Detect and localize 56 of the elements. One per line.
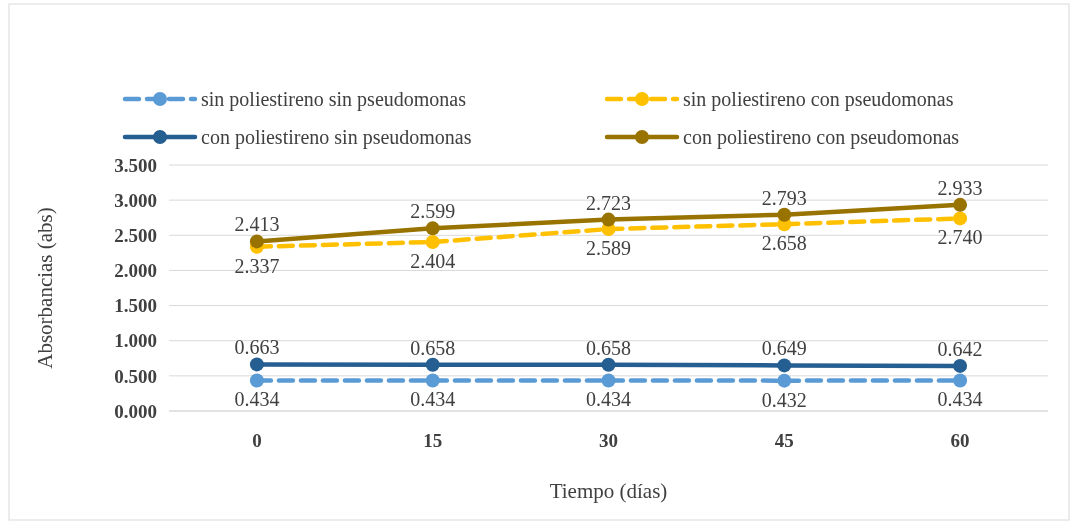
data-label: 2.723	[586, 191, 631, 214]
data-label: 0.658	[410, 336, 456, 359]
data-label: 2.589	[586, 237, 631, 260]
data-label: 0.434	[410, 388, 456, 411]
data-label: 2.599	[410, 200, 456, 223]
x-tick-label: 0	[252, 430, 262, 451]
point	[425, 221, 440, 236]
data-label: 0.434	[234, 388, 280, 411]
point	[425, 357, 440, 372]
data-label: 2.933	[937, 176, 983, 199]
y-tick-label: 2.000	[114, 260, 157, 282]
data-label: 0.663	[234, 336, 280, 359]
y-tick-label: 3.000	[114, 189, 157, 211]
data-label: 0.434	[937, 388, 983, 411]
data-label: 2.658	[761, 232, 807, 255]
point	[601, 357, 616, 372]
point	[601, 373, 616, 388]
point	[425, 373, 440, 388]
legend-label: con poliestireno sin pseudomonas	[201, 126, 472, 149]
legend-label: sin poliestireno sin pseudomonas	[201, 88, 467, 111]
point	[249, 373, 264, 388]
point	[601, 212, 616, 227]
point	[953, 197, 968, 212]
x-tick-label: 60	[950, 430, 970, 451]
data-label: 2.793	[761, 186, 807, 209]
data-label: 0.658	[586, 336, 631, 359]
x-tick-label: 15	[423, 430, 443, 451]
legend-label: sin poliestireno con pseudomonas	[683, 88, 954, 111]
point	[953, 358, 968, 373]
data-label: 2.404	[410, 250, 456, 273]
y-axis-title: Absorbancias (abs)	[33, 207, 57, 369]
legend-label: con poliestireno con pseudomonas	[683, 126, 960, 149]
point	[777, 373, 792, 388]
data-label: 2.413	[234, 213, 280, 236]
data-label: 2.740	[937, 226, 983, 249]
y-tick-label: 0.000	[114, 400, 157, 422]
y-tick-label: 2.500	[114, 224, 157, 246]
point	[425, 235, 440, 250]
data-label: 0.432	[761, 388, 807, 411]
point	[249, 234, 264, 249]
data-label: 0.649	[761, 337, 807, 360]
y-tick-label: 0.500	[114, 365, 157, 387]
data-label: 2.337	[234, 254, 280, 277]
y-tick-label: 3.500	[114, 154, 157, 176]
y-tick-label: 1.000	[114, 330, 157, 352]
data-label: 0.434	[586, 388, 631, 411]
x-tick-label: 30	[599, 430, 618, 451]
y-tick-label: 1.500	[114, 295, 157, 317]
point	[777, 358, 792, 373]
point	[249, 357, 264, 372]
point	[953, 373, 968, 388]
point	[777, 207, 792, 222]
data-label: 0.642	[937, 337, 983, 360]
x-axis-title: Tiempo (días)	[549, 479, 668, 503]
x-tick-label: 45	[774, 430, 794, 451]
point	[953, 211, 968, 226]
